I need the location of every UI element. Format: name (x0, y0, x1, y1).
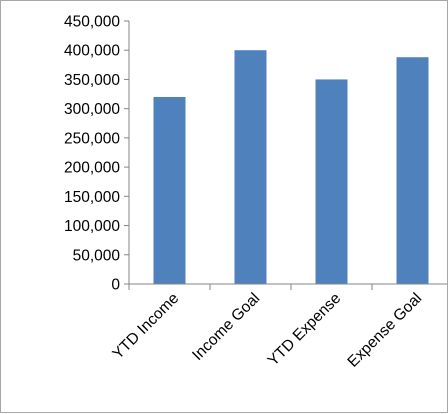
bar (153, 96, 186, 284)
y-tick-label: 250,000 (64, 130, 120, 147)
y-tick-label: 200,000 (64, 160, 120, 177)
bar (315, 79, 348, 284)
y-tick-label: 0 (111, 277, 120, 294)
y-axis: 0 50,000 100,000 150,000 200,000 250,000 300,0… (64, 14, 130, 294)
y-tick-label: 100,000 (64, 218, 120, 235)
x-tick-label: YTD Income (109, 290, 182, 363)
x-tick-label: YTD Expense (265, 290, 345, 370)
bar (396, 57, 429, 285)
bar (234, 50, 267, 284)
y-tick-label: 350,000 (64, 72, 120, 89)
x-tick-label: Expense Goal (344, 290, 425, 371)
x-axis: YTD Income Income Goal YTD Expense Expense … (109, 283, 447, 371)
y-tick-label: 50,000 (73, 247, 121, 264)
y-tick-label: 150,000 (64, 189, 120, 206)
bars (153, 50, 429, 285)
y-tick-label: 450,000 (64, 14, 120, 31)
y-tick-label: 400,000 (64, 43, 120, 60)
y-tick-label: 300,000 (64, 101, 120, 118)
x-tick-label: Income Goal (189, 290, 263, 364)
